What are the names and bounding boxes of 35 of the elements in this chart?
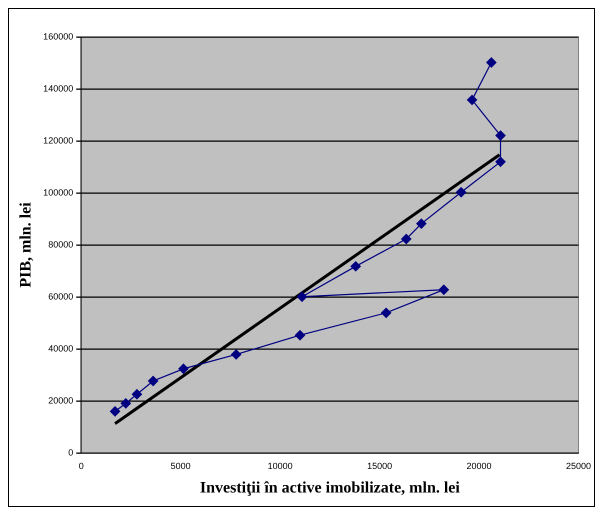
x-tick-label: 10000 [268,460,293,471]
point [456,187,466,198]
point [486,57,496,68]
x-tick-label: 25000 [566,460,591,471]
x-tick-label: 5000 [170,460,191,471]
point [466,94,478,106]
point [110,406,120,416]
y-tick-label: 40000 [48,343,74,354]
y-tick-label: 0 [68,447,74,458]
point [350,261,361,272]
point [178,364,189,374]
x-tick-label: 0 [78,460,84,471]
y-tick-label: 100000 [43,187,74,198]
point [401,234,412,244]
point [381,308,392,318]
y-tick-label: 120000 [43,135,74,146]
x-axis-title: Investiţii în active imobilizate, mln. lei [200,480,460,497]
x-tick-label: 15000 [367,460,392,471]
point [231,349,242,360]
point [132,389,142,400]
point [296,292,308,302]
point [148,376,158,386]
y-tick-label: 140000 [43,83,74,94]
y-tick-label: 20000 [48,395,74,406]
point [495,156,506,167]
x-tick-label: 20000 [466,460,492,471]
y-axis-title: PIB, mln. lei [18,202,35,288]
point [438,284,449,295]
point [416,218,426,229]
point [495,130,506,141]
y-tick-label: 60000 [48,291,74,302]
y-tick-label: 160000 [43,31,74,42]
point [294,330,306,340]
point [120,398,131,408]
y-tick-label: 80000 [48,239,74,250]
